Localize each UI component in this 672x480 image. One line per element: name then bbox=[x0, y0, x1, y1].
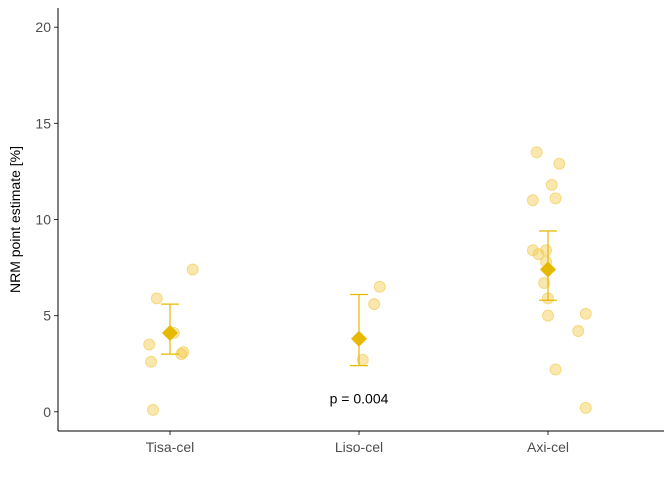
summary-estimates bbox=[161, 230, 557, 367]
data-point bbox=[530, 146, 543, 159]
data-point bbox=[186, 263, 199, 276]
point-estimate-diamond bbox=[351, 330, 367, 347]
data-point bbox=[145, 355, 158, 368]
data-point bbox=[549, 363, 562, 376]
data-point bbox=[526, 194, 539, 207]
data-point bbox=[542, 309, 554, 322]
y-tick-label: 5 bbox=[43, 308, 51, 324]
p-value-annotation: p = 0.004 bbox=[330, 390, 389, 406]
y-axis-ticks: 0 5 10 15 20 bbox=[35, 19, 58, 420]
point-estimate-diamond bbox=[162, 324, 178, 341]
data-point bbox=[579, 307, 592, 320]
data-points bbox=[143, 146, 592, 416]
x-tick-label: Axi-cel bbox=[527, 439, 569, 455]
x-tick-label: Liso-cel bbox=[335, 439, 383, 455]
data-point bbox=[545, 178, 558, 191]
data-point bbox=[579, 401, 592, 414]
data-point bbox=[373, 280, 386, 293]
data-point bbox=[553, 157, 566, 170]
x-axis-ticks: Tisa-cel Liso-cel Axi-cel bbox=[146, 431, 569, 455]
data-point bbox=[177, 346, 190, 359]
point-estimate-diamond bbox=[540, 261, 556, 278]
annotations: p = 0.004 bbox=[330, 390, 389, 406]
data-point bbox=[143, 338, 156, 351]
data-point bbox=[540, 244, 553, 257]
data-point bbox=[146, 403, 159, 416]
x-tick-label: Tisa-cel bbox=[146, 439, 195, 455]
y-tick-label: 0 bbox=[43, 404, 51, 420]
data-point bbox=[572, 325, 585, 338]
y-tick-label: 15 bbox=[35, 115, 51, 131]
y-tick-label: 10 bbox=[35, 212, 51, 228]
y-axis-title: NRM point estimate [%] bbox=[7, 146, 23, 293]
data-point bbox=[538, 276, 551, 289]
data-point bbox=[532, 248, 545, 261]
data-point bbox=[549, 192, 562, 205]
y-tick-label: 20 bbox=[35, 19, 51, 35]
data-point bbox=[150, 292, 163, 305]
data-point bbox=[368, 298, 381, 311]
